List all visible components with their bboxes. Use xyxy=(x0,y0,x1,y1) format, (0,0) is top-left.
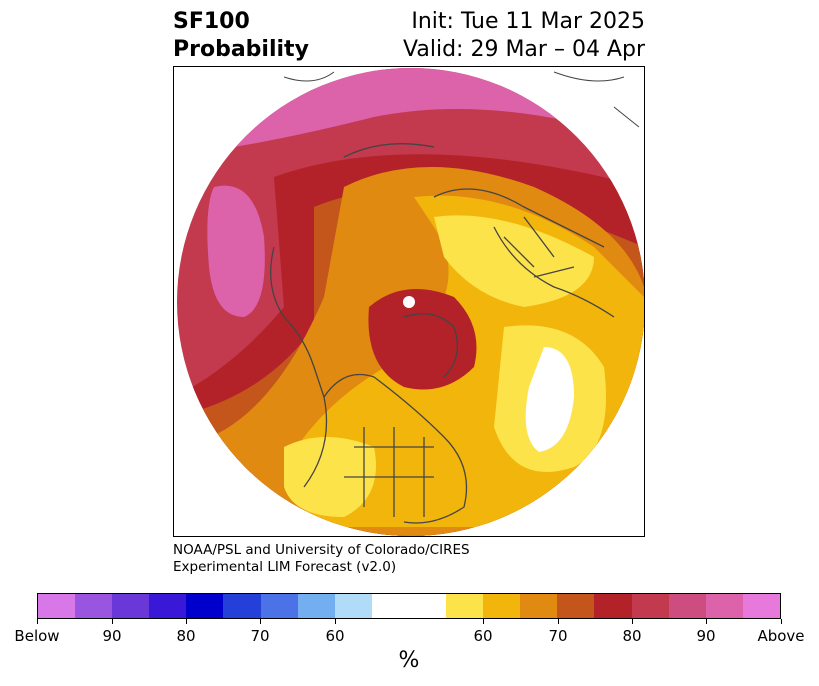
credit-line-2: Experimental LIM Forecast (v2.0) xyxy=(173,559,397,575)
credit-line-1: NOAA/PSL and University of Colorado/CIRE… xyxy=(173,542,470,558)
colorbar-segment xyxy=(149,594,187,618)
colorbar-segment xyxy=(742,594,780,618)
colorbar-segment xyxy=(483,594,521,618)
title-variable: SF100 xyxy=(173,9,250,34)
colorbar-tickmark xyxy=(558,619,559,624)
colorbar-tickmark xyxy=(483,619,484,624)
pole-marker xyxy=(403,296,415,308)
colorbar-unit: % xyxy=(398,648,420,673)
colorbar-tick-label: 90 xyxy=(696,627,716,645)
colorbar-tickmark xyxy=(112,619,113,624)
colorbar-tick-label: 70 xyxy=(250,627,270,645)
outer-coastlines xyxy=(283,71,640,128)
colorbar-segment xyxy=(705,594,743,618)
colorbar-tick-label: 60 xyxy=(473,627,493,645)
colorbar-segment xyxy=(186,594,224,618)
colorbar-segment xyxy=(297,594,335,618)
colorbar-tickmark xyxy=(632,619,633,624)
colorbar-segment xyxy=(260,594,298,618)
colorbar-tickmark xyxy=(781,619,782,624)
forecast-dates: Init: Tue 11 Mar 2025 Valid: 29 Mar – 04… xyxy=(403,8,645,64)
colorbar-tickmark xyxy=(186,619,187,624)
colorbar-segment xyxy=(223,594,261,618)
title-type: Probability xyxy=(173,37,309,62)
colorbar-segment xyxy=(631,594,669,618)
colorbar-segment xyxy=(334,594,372,618)
colorbar-tick-label: Above xyxy=(757,627,805,645)
valid-range: Valid: 29 Mar – 04 Apr xyxy=(403,37,645,62)
colorbar-tick-label: 70 xyxy=(548,627,568,645)
colorbar-segment xyxy=(557,594,595,618)
probability-fill xyxy=(177,68,644,536)
credit-text: NOAA/PSL and University of Colorado/CIRE… xyxy=(173,542,470,576)
polar-map xyxy=(173,66,645,537)
colorbar-tick-label: 90 xyxy=(102,627,122,645)
colorbar-tick-label: 60 xyxy=(325,627,345,645)
colorbar-segment xyxy=(112,594,150,618)
colorbar-segment xyxy=(446,594,484,618)
colorbar-segment xyxy=(594,594,632,618)
colorbar-tick-label: Below xyxy=(14,627,60,645)
colorbar-tick-label: 80 xyxy=(622,627,642,645)
colorbar xyxy=(37,593,781,619)
coastlines xyxy=(270,143,615,524)
colorbar-tick-label: 80 xyxy=(176,627,196,645)
colorbar-segment xyxy=(371,594,447,618)
map-title: SF100 Probability xyxy=(173,8,309,64)
colorbar-tickmark xyxy=(37,619,38,624)
colorbar-segment xyxy=(520,594,558,618)
colorbar-segment xyxy=(668,594,706,618)
colorbar-tickmark xyxy=(706,619,707,624)
colorbar-tickmark xyxy=(335,619,336,624)
probability-map xyxy=(177,68,644,536)
colorbar-segment xyxy=(38,594,76,618)
colorbar-tickmark xyxy=(260,619,261,624)
init-date: Init: Tue 11 Mar 2025 xyxy=(411,9,645,34)
colorbar-segment xyxy=(75,594,113,618)
